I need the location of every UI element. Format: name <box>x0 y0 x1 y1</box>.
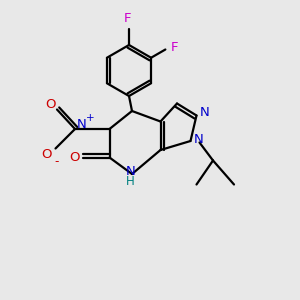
Text: O: O <box>69 151 79 164</box>
Text: N: N <box>194 133 204 146</box>
Text: F: F <box>171 41 179 55</box>
Text: -: - <box>55 154 59 168</box>
Text: +: + <box>86 112 95 123</box>
Text: O: O <box>45 98 56 111</box>
Text: H: H <box>126 175 135 188</box>
Text: F: F <box>124 12 131 26</box>
Text: N: N <box>126 165 135 178</box>
Text: N: N <box>200 106 210 119</box>
Text: N: N <box>77 118 86 131</box>
Text: O: O <box>41 148 52 161</box>
